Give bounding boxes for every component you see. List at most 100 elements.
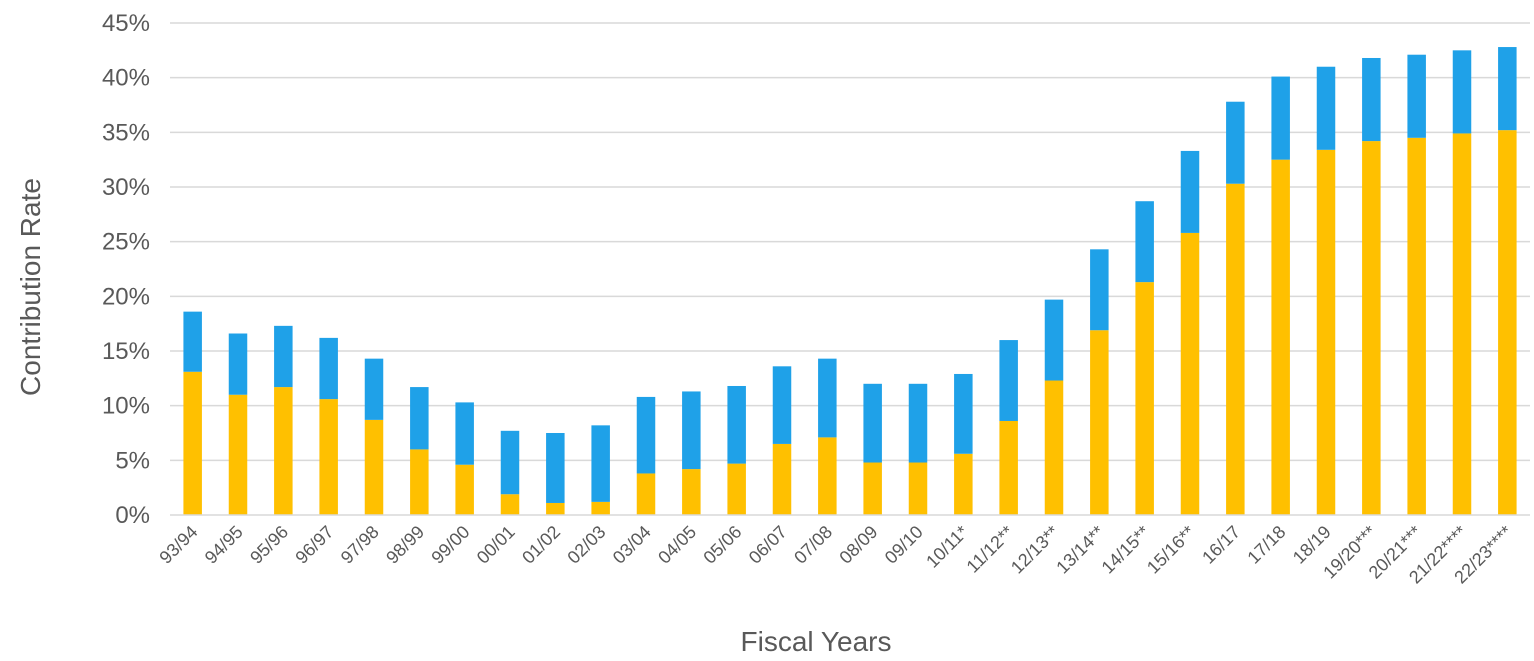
x-tick-label: 05/06 (700, 522, 746, 568)
bar-segment-upper (228, 333, 248, 395)
bar-segment-upper (727, 385, 746, 464)
x-axis-title: Fiscal Years (741, 626, 892, 657)
bar-segment-lower (772, 443, 792, 515)
x-tick-label: 13/14** (1052, 522, 1108, 578)
y-tick-label: 10% (102, 393, 150, 420)
bar-segment-upper (1362, 57, 1381, 142)
y-tick-label: 40% (102, 65, 150, 92)
bar-segment-upper (1090, 249, 1109, 331)
bar-segment-lower (1452, 133, 1472, 515)
bar-segment-lower (1090, 330, 1109, 515)
bar-segment-lower (999, 420, 1018, 515)
y-tick-label: 15% (102, 338, 150, 365)
bar-segment-upper (455, 402, 474, 465)
x-tick-label: 99/00 (428, 522, 474, 568)
y-tick-label: 30% (102, 174, 150, 201)
x-tick-label: 07/08 (790, 522, 836, 568)
bar-segment-lower (183, 371, 202, 515)
bar-segment-upper (863, 383, 882, 463)
bar-segment-upper (319, 337, 338, 400)
bar-segment-upper (1407, 54, 1426, 138)
y-axis-title: Contribution Rate (15, 178, 46, 396)
x-tick-label: 01/02 (518, 522, 564, 568)
bar-segment-lower (1271, 159, 1290, 515)
y-tick-label: 45% (102, 10, 150, 37)
y-axis-ticks: 0% 5% 10% 15% 20% 25% 30% 35% 40% 45% (102, 10, 150, 529)
bar-segment-upper (1135, 201, 1154, 283)
bar-segment-lower (863, 462, 882, 515)
bar-segment-upper (591, 425, 610, 502)
x-tick-label: 94/95 (201, 522, 247, 568)
bar-segment-lower (682, 469, 701, 515)
bar-segment-upper (1271, 76, 1290, 160)
bar-segment-upper (999, 340, 1018, 421)
bar-segment-lower (1498, 130, 1517, 515)
bar-segment-lower (1135, 282, 1154, 515)
bar-segment-lower (500, 494, 520, 515)
x-tick-label: 11/12** (963, 522, 1018, 577)
x-tick-label: 15/16** (1143, 522, 1199, 578)
bar-segment-lower (1316, 149, 1336, 515)
x-tick-label: 12/13** (1007, 522, 1063, 578)
x-tick-label: 14/15** (1098, 522, 1154, 578)
bar-segment-upper (183, 311, 202, 372)
bar-segment-lower (410, 449, 429, 515)
bar-segment-upper (954, 373, 973, 454)
x-tick-label: 96/97 (292, 522, 338, 568)
x-tick-label: 98/99 (382, 522, 428, 568)
x-tick-label: 97/98 (337, 522, 383, 568)
x-axis-tick-labels: 93/94 94/95 95/96 96/97 97/98 98/99 99/00 00/01… (156, 522, 1517, 588)
x-tick-label: 16/17 (1198, 522, 1244, 568)
bars (183, 47, 1517, 516)
bar-segment-lower (727, 463, 746, 515)
y-tick-label: 25% (102, 229, 150, 256)
bar-segment-upper (636, 396, 656, 474)
bar-segment-upper (908, 383, 928, 463)
bar-segment-lower (908, 462, 928, 515)
bar-segment-upper (364, 358, 384, 420)
bar-segment-lower (1044, 380, 1064, 515)
y-tick-label: 0% (115, 502, 150, 529)
x-tick-label: 06/07 (745, 522, 791, 568)
bar-segment-lower (636, 473, 656, 515)
y-tick-label: 5% (115, 447, 150, 474)
bar-segment-lower (1226, 183, 1245, 515)
y-tick-label: 35% (102, 119, 150, 146)
bar-segment-upper (818, 358, 837, 438)
x-tick-label: 93/94 (156, 522, 202, 568)
bar-segment-lower (546, 502, 565, 515)
bar-segment-upper (1452, 50, 1472, 134)
bar-segment-lower (1407, 137, 1426, 516)
bar-segment-upper (1226, 101, 1245, 184)
bar-segment-upper (682, 391, 701, 470)
bar-segment-upper (546, 433, 565, 503)
bar-segment-lower (1362, 141, 1381, 515)
x-tick-label: 00/01 (473, 522, 519, 568)
y-tick-label: 20% (102, 283, 150, 310)
x-tick-label: 08/09 (836, 522, 882, 568)
bar-segment-lower (954, 453, 973, 515)
bar-segment-upper (1498, 47, 1517, 131)
bar-segment-lower (228, 394, 248, 515)
x-tick-label: 17/18 (1244, 522, 1290, 568)
x-tick-label: 95/96 (246, 522, 292, 568)
bar-segment-lower (455, 464, 474, 515)
gridlines (170, 22, 1530, 462)
bar-segment-upper (772, 366, 792, 444)
bar-segment-upper (1316, 66, 1336, 150)
bar-segment-lower (591, 501, 610, 515)
x-tick-label: 03/04 (609, 522, 655, 568)
bar-segment-lower (319, 399, 338, 515)
bar-segment-upper (274, 325, 293, 388)
bar-segment-lower (1180, 232, 1200, 516)
bar-segment-lower (274, 387, 293, 515)
bar-segment-upper (500, 430, 520, 495)
bar-segment-lower (364, 419, 384, 515)
x-tick-label: 09/10 (881, 522, 927, 568)
bar-segment-upper (1180, 150, 1200, 233)
x-tick-label: 04/05 (654, 522, 700, 568)
bar-segment-upper (1044, 299, 1064, 381)
x-tick-label: 02/03 (564, 522, 610, 568)
bar-segment-upper (410, 387, 429, 450)
